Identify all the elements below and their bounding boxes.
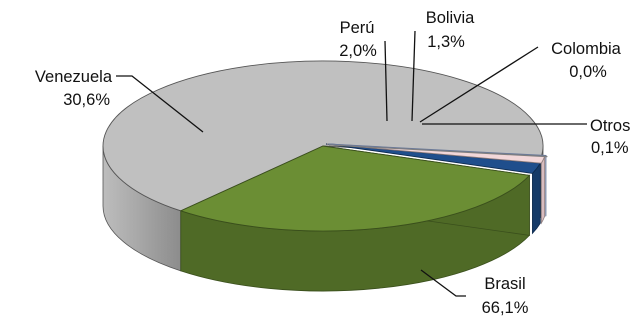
label-brasil-value: 66,1% [482,299,529,317]
label-venezuela-name: Venezuela [35,68,113,86]
label-otros-name: Otros [590,117,630,135]
leader-line-colombia [419,46,539,123]
leader-line-brasil [420,269,466,297]
leader-line-peru [384,40,388,122]
pie-slice-venezuela [179,145,531,232]
label-bolivia-value: 1,3% [427,33,465,51]
pie-leader-lines [116,30,587,297]
pie-side-bolivia [540,156,546,225]
pie-slice-otros [328,144,548,158]
leader-line-venezuela [116,75,204,133]
label-otros-value: 0,1% [591,139,629,157]
label-colombia-value: 0,0% [569,63,607,81]
label-bolivia-name: Bolivia [426,9,475,27]
pie-tops [102,60,548,232]
leader-line-bolivia [411,30,416,122]
label-venezuela-value: 30,6% [63,91,110,109]
label-peru-name: Perú [340,19,375,37]
pie-side-peru [532,161,541,235]
label-peru-value: 2,0% [339,42,377,60]
pie-slice-brasil [102,60,544,212]
label-brasil-name: Brasil [484,275,525,293]
label-colombia-name: Colombia [551,40,622,58]
